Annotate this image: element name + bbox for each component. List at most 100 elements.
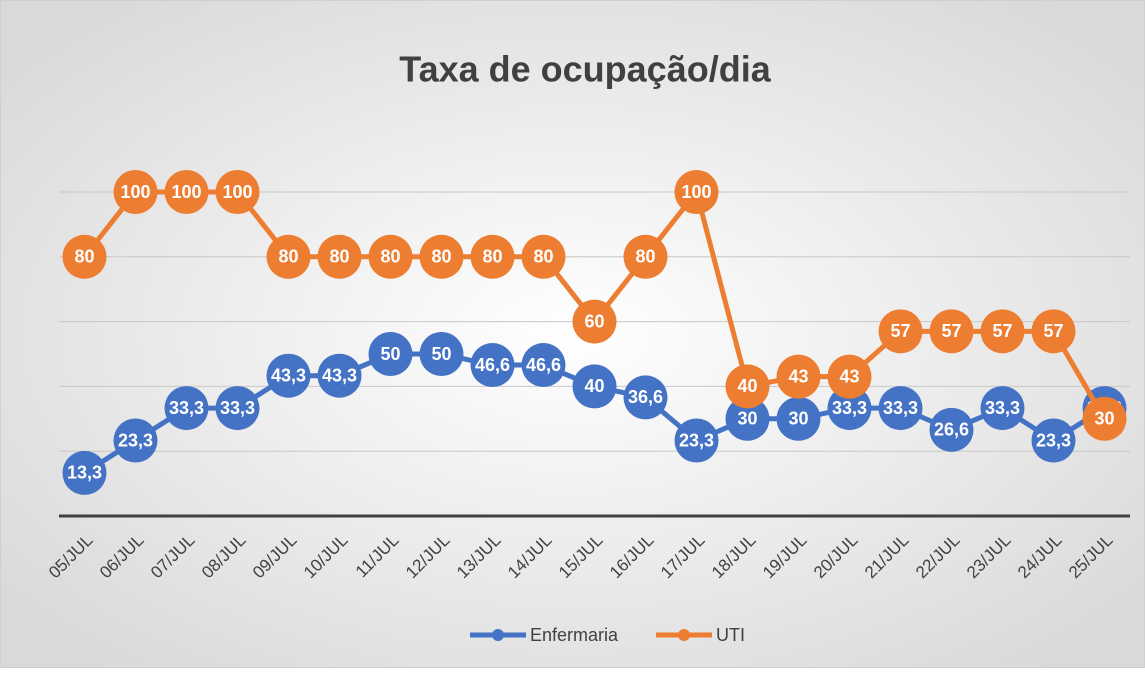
point-marker [521, 343, 566, 388]
data-label: 43,3 [322, 365, 357, 385]
point-marker [776, 354, 821, 399]
point-marker [368, 234, 413, 279]
data-point: 33,3 [164, 386, 209, 431]
data-label: 43 [788, 366, 808, 386]
data-label: 33,3 [169, 398, 204, 418]
data-point: 43 [827, 354, 872, 399]
point-marker [470, 234, 515, 279]
data-label: 46,6 [475, 355, 510, 375]
point-marker [878, 309, 923, 354]
legend-marker [678, 629, 690, 641]
point-marker [827, 386, 872, 431]
data-point: 26,6 [929, 407, 974, 452]
data-point: 80 [521, 234, 566, 279]
data-label: 80 [74, 247, 94, 267]
legend-label: Enfermaria [530, 625, 619, 645]
point-marker [62, 234, 107, 279]
point-marker [317, 234, 362, 279]
data-point: 57 [980, 309, 1025, 354]
point-marker [980, 309, 1025, 354]
data-label: 50 [380, 344, 400, 364]
point-marker [1031, 418, 1076, 463]
data-point: 80 [368, 234, 413, 279]
point-marker [827, 354, 872, 399]
data-label: 33,3 [832, 398, 867, 418]
data-label: 33,3 [220, 398, 255, 418]
point-marker [113, 170, 158, 214]
data-label: 50 [431, 344, 451, 364]
legend-label: UTI [716, 625, 745, 645]
data-point: 80 [317, 234, 362, 279]
point-marker [929, 309, 974, 354]
data-point: 43,3 [266, 353, 311, 398]
data-label: 33,3 [985, 398, 1020, 418]
point-marker [215, 386, 260, 431]
data-point: 50 [368, 332, 413, 376]
data-point: 57 [1031, 309, 1076, 354]
data-point: 57 [929, 309, 974, 354]
data-point: 40 [725, 364, 770, 409]
data-label: 100 [681, 182, 711, 202]
data-label: 23,3 [1036, 430, 1071, 450]
data-label: 30 [1094, 409, 1114, 429]
data-point: 33,3 [878, 386, 923, 431]
data-point: 40 [572, 364, 617, 409]
data-point: 100 [674, 170, 719, 214]
data-point: 23,3 [1031, 418, 1076, 463]
data-point: 80 [419, 234, 464, 279]
data-label: 100 [171, 182, 201, 202]
data-point: 46,6 [470, 343, 515, 388]
point-marker [164, 170, 209, 214]
point-marker [776, 396, 821, 441]
data-label: 43,3 [271, 365, 306, 385]
data-point: 50 [419, 332, 464, 376]
point-marker [521, 234, 566, 279]
chart-title: Taxa de ocupação/dia [399, 49, 771, 90]
data-label: 57 [992, 321, 1012, 341]
data-point: 33,3 [980, 386, 1025, 431]
data-point: 36,6 [623, 375, 668, 420]
data-point: 100 [113, 170, 158, 214]
data-label: 46,6 [526, 355, 561, 375]
point-marker [674, 170, 719, 214]
data-label: 57 [941, 321, 961, 341]
data-point: 30 [725, 396, 770, 441]
data-label: 30 [737, 409, 757, 429]
data-point: 23,3 [113, 418, 158, 463]
data-label: 80 [482, 247, 502, 267]
data-label: 26,6 [934, 420, 969, 440]
point-marker [572, 364, 617, 409]
point-marker [1082, 396, 1127, 441]
point-marker [317, 353, 362, 398]
data-point: 57 [878, 309, 923, 354]
data-label: 80 [380, 247, 400, 267]
data-label: 23,3 [118, 430, 153, 450]
data-label: 100 [120, 182, 150, 202]
data-label: 43 [839, 366, 859, 386]
data-label: 80 [278, 247, 298, 267]
point-marker [980, 386, 1025, 431]
data-label: 13,3 [67, 463, 102, 483]
data-point: 100 [164, 170, 209, 214]
data-point: 80 [266, 234, 311, 279]
data-label: 100 [222, 182, 252, 202]
point-marker [419, 332, 464, 376]
data-point: 100 [215, 170, 260, 214]
point-marker [725, 364, 770, 409]
data-point: 30 [1082, 396, 1127, 441]
data-point: 33,3 [827, 386, 872, 431]
data-point: 13,3 [62, 450, 107, 495]
point-marker [878, 386, 923, 431]
data-point: 23,3 [674, 418, 719, 463]
data-label: 36,6 [628, 387, 663, 407]
data-label: 33,3 [883, 398, 918, 418]
point-marker [215, 170, 260, 214]
data-point: 80 [623, 234, 668, 279]
point-marker [623, 375, 668, 420]
point-marker [572, 299, 617, 344]
data-label: 23,3 [679, 430, 714, 450]
data-point: 30 [776, 396, 821, 441]
data-label: 60 [584, 311, 604, 331]
point-marker [470, 343, 515, 388]
legend-marker [492, 629, 504, 641]
